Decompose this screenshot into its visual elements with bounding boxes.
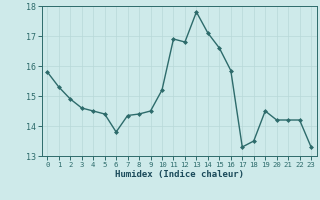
X-axis label: Humidex (Indice chaleur): Humidex (Indice chaleur) [115,170,244,179]
